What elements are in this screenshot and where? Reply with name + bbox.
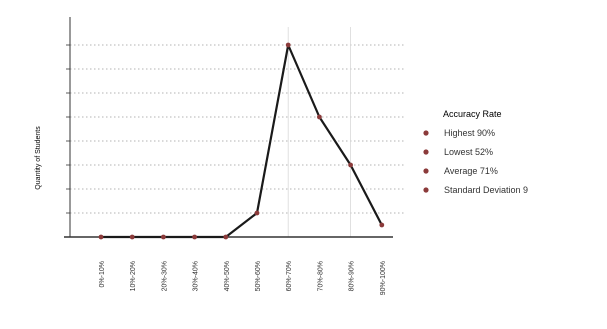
legend-marker xyxy=(423,168,429,174)
x-tick-label: 90%-100% xyxy=(380,261,387,295)
data-point xyxy=(254,210,260,216)
x-tick-label: 0%-10% xyxy=(99,261,106,287)
point-markers xyxy=(98,42,385,240)
data-point xyxy=(129,234,135,240)
x-tick-labels: 0%-10% 10%-20% 20%-30% 30%-40% 40%-50% 50%-60… xyxy=(99,261,387,295)
data-point xyxy=(192,234,198,240)
x-tick-label: 30%-40% xyxy=(193,261,200,291)
x-tick-label: 80%-90% xyxy=(349,261,356,291)
data-point xyxy=(285,42,291,48)
data-point xyxy=(379,222,385,228)
x-tick-label: 70%-80% xyxy=(317,261,324,291)
legend-marker xyxy=(423,130,429,136)
data-point xyxy=(98,234,104,240)
axis-layer xyxy=(64,17,393,238)
data-point xyxy=(223,234,229,240)
x-tick-label: 20%-30% xyxy=(161,261,168,291)
grid-layer xyxy=(70,27,405,237)
x-tick-label: 60%-70% xyxy=(286,261,293,291)
x-tick-label: 10%-20% xyxy=(130,261,137,291)
y-axis-label: Quantity of Students xyxy=(35,126,42,190)
x-tick-label: 40%-50% xyxy=(224,261,231,291)
legend-item-label: Highest 90% xyxy=(444,128,495,138)
series-line xyxy=(101,43,383,239)
legend-item-label: Standard Deviation 9 xyxy=(444,185,528,195)
data-point xyxy=(348,162,353,168)
data-point xyxy=(161,234,166,240)
legend-item-label: Lowest 52% xyxy=(444,147,493,157)
legend-item-label: Average 71% xyxy=(444,166,498,176)
legend-items: Highest 90% Lowest 52% Average 71% Standard… xyxy=(423,128,528,195)
x-tick-label: 50%-60% xyxy=(255,261,262,291)
data-point xyxy=(317,114,322,120)
legend-title: Accuracy Rate xyxy=(443,109,502,119)
series-layer xyxy=(101,43,383,239)
legend-marker xyxy=(423,187,429,193)
legend-marker xyxy=(423,149,429,155)
legend: Accuracy Rate Highest 90% Lowest 52% Avera… xyxy=(423,109,528,195)
